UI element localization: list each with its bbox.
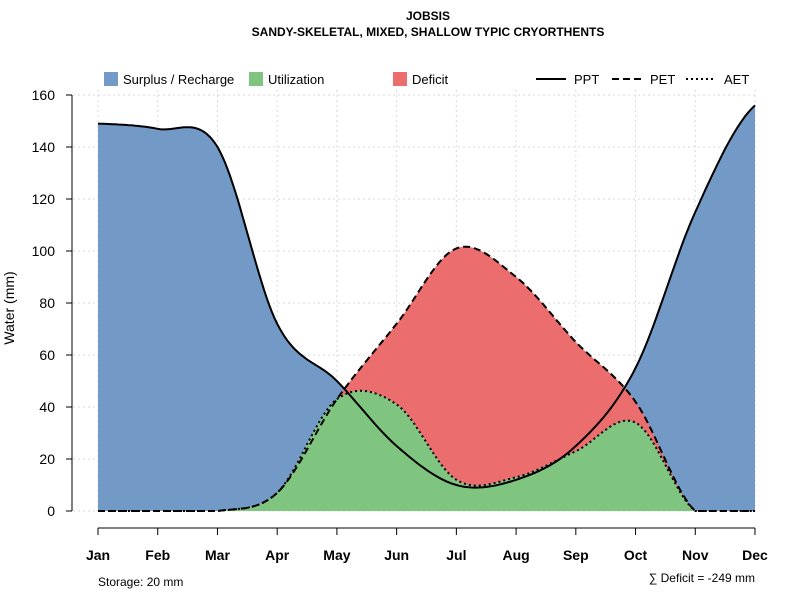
surplus-recharge-area	[98, 105, 755, 512]
water-balance-areas	[98, 105, 755, 512]
axes: 0 20 40 60 80 100 120 140 160 Jan Feb Mar Apr May Jun J…	[32, 87, 768, 563]
legend: Surplus / Recharge Utilization Deficit PPT P…	[104, 72, 749, 87]
y-tick-label: 100	[32, 243, 56, 259]
legend-swatch	[249, 72, 263, 86]
legend-label: PET	[650, 72, 675, 87]
x-tick-label: Mar	[205, 547, 230, 563]
x-tick-label: Oct	[624, 547, 648, 563]
legend-label: Deficit	[412, 72, 449, 87]
legend-label: Utilization	[268, 72, 324, 87]
x-tick-label: Nov	[682, 547, 709, 563]
y-tick-label: 60	[39, 347, 55, 363]
legend-swatch	[393, 72, 407, 86]
legend-swatch	[104, 72, 118, 86]
y-tick-label: 0	[47, 503, 55, 519]
y-tick-label: 120	[32, 191, 56, 207]
x-tick-label: Jul	[446, 547, 466, 563]
y-tick-label: 80	[39, 295, 55, 311]
legend-label: AET	[724, 72, 749, 87]
legend-label: Surplus / Recharge	[123, 72, 234, 87]
series-line-ppt	[97, 104, 756, 489]
series-lines	[97, 104, 756, 512]
chart-subtitle: SANDY-SKELETAL, MIXED, SHALLOW TYPIC CRY…	[252, 25, 605, 39]
legend-label: PPT	[574, 72, 599, 87]
y-tick-label: 160	[32, 87, 56, 103]
x-tick-label: Dec	[742, 547, 768, 563]
series-line-pet	[98, 245, 755, 512]
x-tick-label: May	[323, 547, 350, 563]
series-line-aet	[98, 389, 755, 512]
y-tick-label: 140	[32, 139, 56, 155]
deficit-area	[98, 246, 755, 511]
storage-note: Storage: 20 mm	[98, 575, 183, 589]
y-tick-label: 40	[39, 399, 55, 415]
x-tick-label: Feb	[145, 547, 170, 563]
y-tick-label: 20	[39, 451, 55, 467]
chart-title: JOBSIS	[406, 9, 450, 23]
utilization-area	[98, 390, 755, 511]
x-tick-label: Sep	[563, 547, 589, 563]
deficit-note: ∑ Deficit = -249 mm	[649, 571, 755, 585]
y-axis-label: Water (mm)	[1, 271, 17, 344]
x-tick-label: Apr	[265, 547, 290, 563]
x-tick-label: Jan	[86, 547, 110, 563]
x-tick-label: Jun	[384, 547, 409, 563]
x-tick-label: Aug	[502, 547, 529, 563]
